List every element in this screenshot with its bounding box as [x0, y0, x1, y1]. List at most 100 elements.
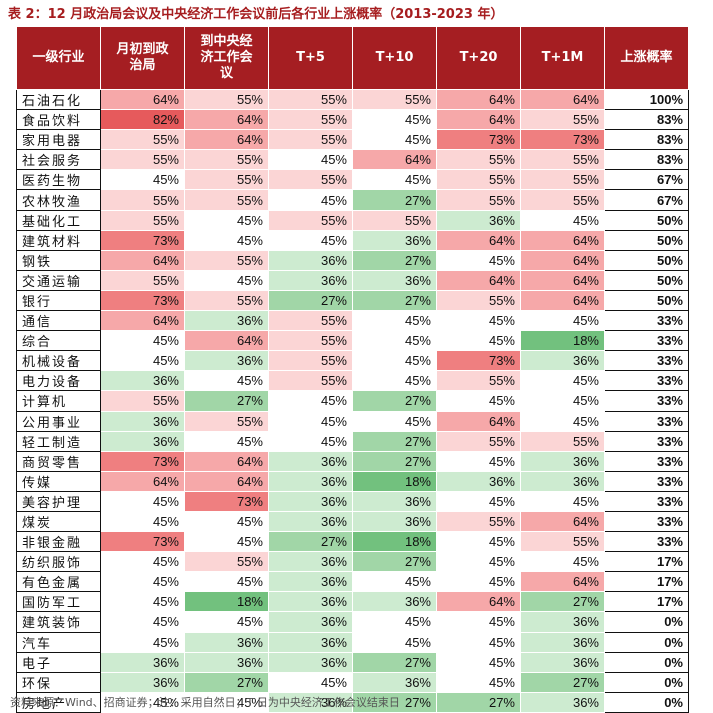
value-cell: 45% [268, 189, 353, 211]
table-row: 交通运输 55% 45% 36% 36% 64% 64% 50% [16, 269, 689, 291]
value-cell: 55% [184, 249, 269, 271]
table-row: 建筑装饰 45% 45% 36% 45% 45% 36% 0% [16, 611, 689, 633]
probability-cell: 33% [604, 510, 689, 533]
value-cell: 36% [520, 631, 605, 653]
probability-cell: 33% [604, 390, 689, 412]
value-cell: 64% [184, 330, 269, 352]
value-cell: 45% [268, 390, 353, 412]
value-cell: 45% [352, 410, 437, 432]
value-cell: 45% [100, 490, 185, 512]
value-cell: 64% [520, 229, 605, 251]
table-row: 纺织服饰 45% 55% 36% 27% 45% 45% 17% [16, 551, 689, 573]
industry-name: 汽车 [16, 631, 101, 653]
value-cell: 27% [184, 390, 269, 412]
table-row: 基础化工 55% 45% 55% 55% 36% 45% 50% [16, 209, 689, 231]
value-cell: 36% [184, 631, 269, 653]
value-cell: 36% [520, 651, 605, 673]
table-row: 食品饮料 82% 64% 55% 45% 64% 55% 83% [16, 109, 689, 131]
value-cell: 64% [520, 249, 605, 271]
value-cell: 45% [436, 390, 521, 412]
value-cell: 36% [268, 510, 353, 533]
probability-cell: 33% [604, 410, 689, 432]
value-cell: 36% [520, 450, 605, 472]
probability-cell: 33% [604, 350, 689, 372]
value-cell: 27% [352, 249, 437, 271]
value-cell: 55% [436, 289, 521, 312]
probability-cell: 33% [604, 450, 689, 472]
value-cell: 55% [184, 410, 269, 432]
table-row: 环保 36% 27% 45% 36% 45% 27% 0% [16, 671, 689, 693]
value-cell: 45% [520, 370, 605, 392]
industry-name: 公用事业 [16, 410, 101, 432]
probability-cell: 17% [604, 591, 689, 613]
industry-name: 美容护理 [16, 490, 101, 512]
probability-cell: 83% [604, 149, 689, 171]
industry-name: 银行 [16, 289, 101, 312]
value-cell: 45% [436, 551, 521, 573]
probability-cell: 100% [604, 88, 689, 111]
value-cell: 45% [100, 571, 185, 593]
industry-name: 石油石化 [16, 88, 101, 111]
value-cell: 55% [268, 169, 353, 191]
value-cell: 73% [100, 531, 185, 553]
table-row: 有色金属 45% 45% 36% 45% 45% 64% 17% [16, 571, 689, 593]
probability-cell: 0% [604, 631, 689, 653]
industry-name: 电力设备 [16, 370, 101, 392]
value-cell: 55% [268, 129, 353, 151]
value-cell: 55% [352, 88, 437, 111]
industry-name: 家用电器 [16, 129, 101, 151]
header-industry: 一级行业 [16, 26, 101, 90]
value-cell: 45% [100, 350, 185, 372]
value-cell: 45% [100, 691, 185, 713]
value-cell: 55% [100, 269, 185, 291]
value-cell: 64% [436, 229, 521, 251]
value-cell: 45% [436, 531, 521, 553]
source-note: 资料来源：Wind、招商证券；注：采用自然日；T 日为中央经济工作会议结束日 [10, 696, 400, 709]
value-cell: 27% [520, 671, 605, 693]
value-cell: 27% [352, 390, 437, 412]
value-cell: 18% [352, 531, 437, 553]
value-cell: 45% [436, 611, 521, 633]
value-cell: 45% [436, 490, 521, 512]
probability-cell: 0% [604, 691, 689, 713]
value-cell: 36% [100, 430, 185, 452]
table-row: 农林牧渔 55% 55% 45% 27% 55% 55% 67% [16, 189, 689, 211]
value-cell: 45% [100, 631, 185, 653]
value-cell: 64% [100, 470, 185, 492]
value-cell: 45% [100, 510, 185, 533]
value-cell: 45% [184, 430, 269, 452]
value-cell: 64% [100, 249, 185, 271]
value-cell: 27% [268, 289, 353, 312]
value-cell: 45% [352, 350, 437, 372]
value-cell: 45% [184, 510, 269, 533]
probability-cell: 50% [604, 249, 689, 271]
value-cell: 55% [520, 189, 605, 211]
probability-cell: 33% [604, 370, 689, 392]
header-probability: 上涨概率 [604, 26, 689, 90]
value-cell: 55% [520, 430, 605, 452]
value-cell: 45% [352, 330, 437, 352]
industry-name: 食品饮料 [16, 109, 101, 131]
table-row: 传媒 64% 64% 36% 18% 36% 36% 33% [16, 470, 689, 492]
table-row: 建筑材料 73% 45% 45% 36% 64% 64% 50% [16, 229, 689, 251]
value-cell: 36% [520, 691, 605, 713]
industry-name: 社会服务 [16, 149, 101, 171]
table-row: 社会服务 55% 55% 45% 64% 55% 55% 83% [16, 149, 689, 171]
probability-cell: 0% [604, 611, 689, 633]
value-cell: 55% [520, 149, 605, 171]
industry-name: 煤炭 [16, 510, 101, 533]
value-cell: 27% [352, 289, 437, 312]
value-cell: 64% [436, 109, 521, 131]
value-cell: 64% [436, 410, 521, 432]
table-row: 美容护理 45% 73% 36% 36% 45% 45% 33% [16, 490, 689, 512]
value-cell: 36% [268, 450, 353, 472]
value-cell: 27% [436, 691, 521, 713]
value-cell: 27% [352, 691, 437, 713]
table-row: 计算机 55% 27% 45% 27% 45% 45% 33% [16, 390, 689, 412]
industry-name: 有色金属 [16, 571, 101, 593]
value-cell: 55% [100, 390, 185, 412]
header-t10: T+10 [352, 26, 437, 90]
industry-name: 医药生物 [16, 169, 101, 191]
industry-probability-table: 一级行业 月初到政 治局 到中央经 济工作会议 T+5 T+10 T+20 T+1M… [16, 26, 689, 713]
industry-name: 纺织服饰 [16, 551, 101, 573]
